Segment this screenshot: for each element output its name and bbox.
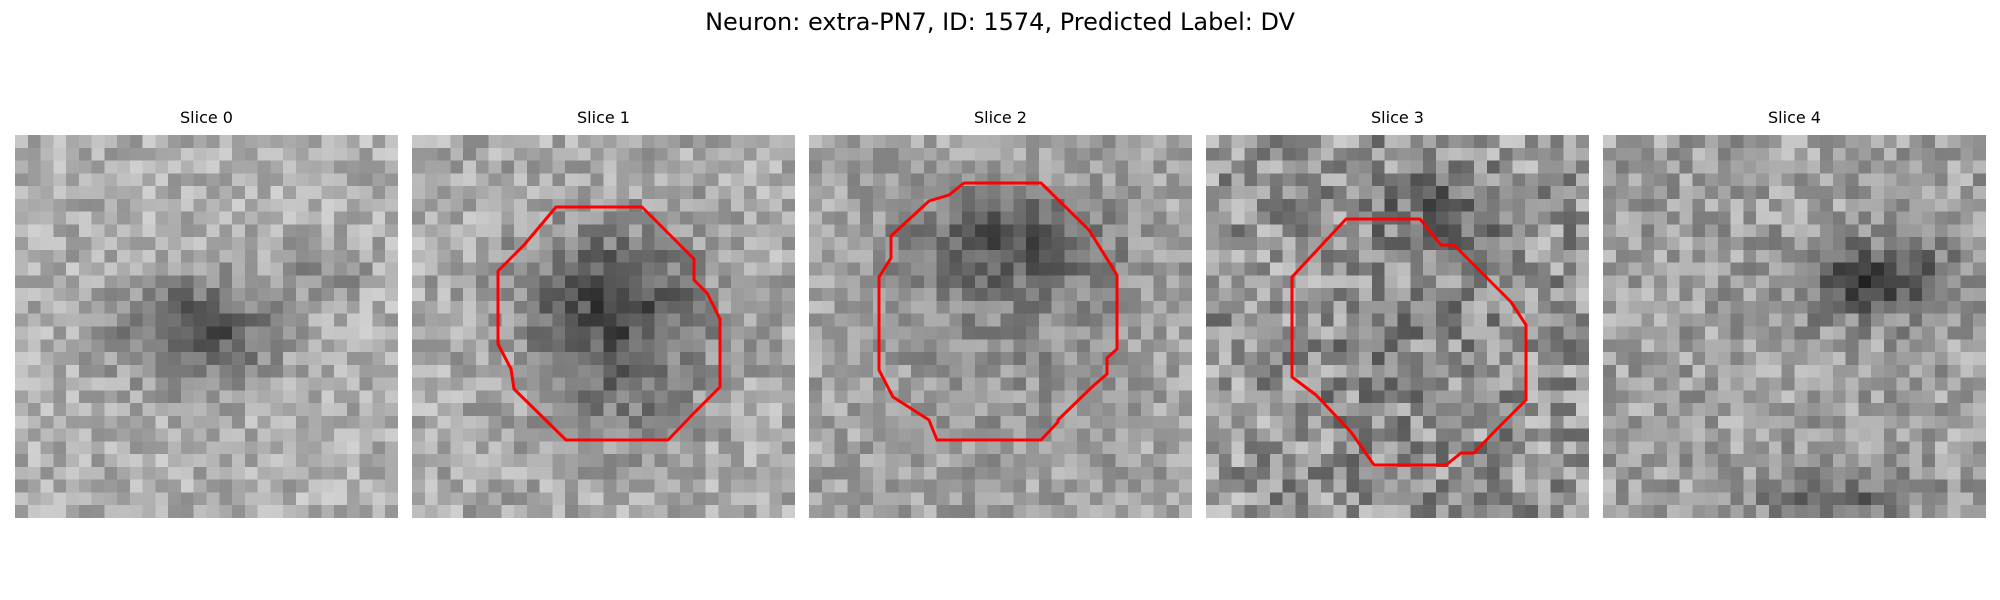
slice-image bbox=[15, 135, 398, 518]
slice-title: Slice 0 bbox=[180, 108, 233, 127]
slice-image bbox=[1206, 135, 1589, 518]
slice-image bbox=[809, 135, 1192, 518]
slice-title: Slice 4 bbox=[1768, 108, 1821, 127]
slice-title: Slice 3 bbox=[1371, 108, 1424, 127]
slice-title: Slice 2 bbox=[974, 108, 1027, 127]
slice-image bbox=[412, 135, 795, 518]
slice-image bbox=[1603, 135, 1986, 518]
slice-title: Slice 1 bbox=[577, 108, 630, 127]
figure-title: Neuron: extra-PN7, ID: 1574, Predicted L… bbox=[705, 8, 1295, 36]
